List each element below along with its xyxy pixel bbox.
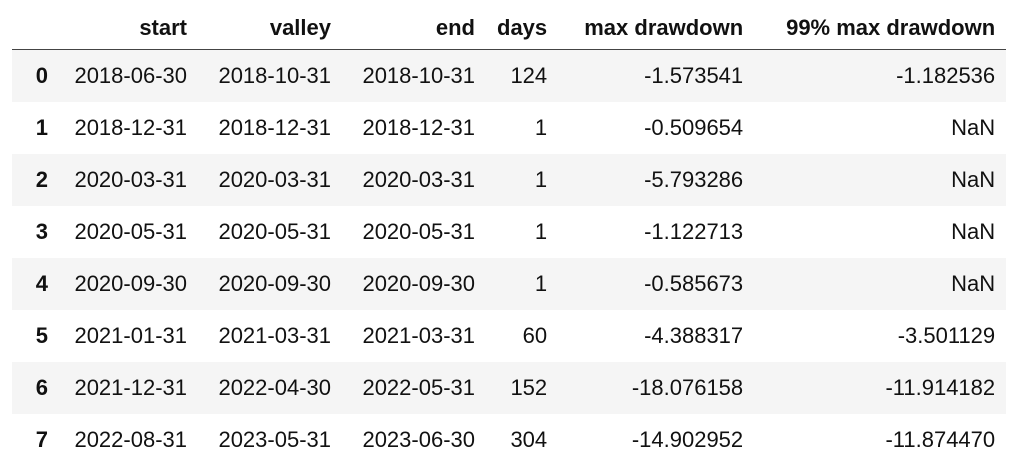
cell-days: 152 [510, 374, 548, 400]
cell-end: 2020-09-30 [362, 270, 475, 296]
cell-end: 2021-03-31 [362, 322, 475, 348]
row-index: 1 [35, 114, 48, 140]
cell-max-drawdown: -1.573541 [644, 62, 744, 88]
cell-valley: 2020-05-31 [218, 218, 331, 244]
cell-days: 1 [534, 114, 548, 140]
table-row: 2 2020-03-31 2020-03-31 2020-03-31 1 -5.… [12, 153, 1007, 206]
cell-days: 1 [534, 218, 548, 244]
table-row: 1 2018-12-31 2018-12-31 2018-12-31 1 -0.… [12, 101, 1007, 154]
cell-start: 2020-09-30 [74, 270, 187, 296]
drawdown-table: start valley end days max drawdown 99% m… [12, 6, 1007, 466]
cell-max-drawdown: -14.902952 [631, 426, 744, 452]
cell-end: 2020-05-31 [362, 218, 475, 244]
table-row: 5 2021-01-31 2021-03-31 2021-03-31 60 -4… [12, 309, 1007, 362]
cell-valley: 2018-10-31 [218, 62, 331, 88]
table-row: 3 2020-05-31 2020-05-31 2020-05-31 1 -1.… [12, 205, 1007, 258]
cell-start: 2021-01-31 [74, 322, 187, 348]
cell-max-drawdown: -1.122713 [644, 218, 744, 244]
cell-valley: 2022-04-30 [218, 374, 331, 400]
cell-max-drawdown: -18.076158 [631, 374, 744, 400]
cell-start: 2022-08-31 [74, 426, 187, 452]
cell-99-max-drawdown: NaN [951, 270, 996, 296]
cell-valley: 2020-03-31 [218, 166, 331, 192]
table-row: 0 2018-06-30 2018-10-31 2018-10-31 124 -… [12, 49, 1007, 102]
cell-max-drawdown: -0.509654 [644, 114, 744, 140]
row-index: 7 [35, 426, 48, 452]
index-header [12, 6, 54, 50]
cell-valley: 2018-12-31 [218, 114, 331, 140]
cell-99-max-drawdown: -3.501129 [897, 322, 996, 348]
table-header: start valley end days max drawdown 99% m… [12, 6, 1007, 50]
cell-max-drawdown: -0.585673 [644, 270, 744, 296]
cell-max-drawdown: -5.793286 [644, 166, 744, 192]
cell-99-max-drawdown: NaN [951, 166, 996, 192]
column-header-max-drawdown: max drawdown [558, 6, 755, 50]
cell-start: 2020-05-31 [74, 218, 187, 244]
row-index: 5 [35, 322, 48, 348]
row-index: 3 [35, 218, 48, 244]
cell-start: 2020-03-31 [74, 166, 187, 192]
cell-99-max-drawdown: -11.874470 [885, 426, 996, 452]
cell-end: 2020-03-31 [362, 166, 475, 192]
cell-99-max-drawdown: NaN [951, 218, 996, 244]
cell-start: 2018-06-30 [74, 62, 187, 88]
cell-days: 60 [522, 322, 548, 348]
cell-99-max-drawdown: -1.182536 [896, 62, 996, 88]
cell-end: 2023-06-30 [362, 426, 475, 452]
row-index: 2 [35, 166, 48, 192]
cell-days: 1 [534, 166, 548, 192]
cell-days: 1 [534, 270, 548, 296]
cell-max-drawdown: -4.388317 [644, 322, 744, 348]
cell-start: 2021-12-31 [74, 374, 187, 400]
row-index: 6 [35, 374, 48, 400]
cell-days: 304 [510, 426, 548, 452]
column-header-end: end [342, 6, 486, 50]
column-header-valley: valley [198, 6, 342, 50]
cell-start: 2018-12-31 [74, 114, 187, 140]
column-header-99-max-drawdown: 99% max drawdown [754, 6, 1007, 50]
row-index: 0 [35, 62, 48, 88]
cell-99-max-drawdown: -11.914182 [885, 374, 996, 400]
table-row: 4 2020-09-30 2020-09-30 2020-09-30 1 -0.… [12, 257, 1007, 310]
cell-99-max-drawdown: NaN [951, 114, 996, 140]
table-row: 6 2021-12-31 2022-04-30 2022-05-31 152 -… [12, 361, 1007, 414]
cell-end: 2018-12-31 [362, 114, 475, 140]
column-header-start: start [54, 6, 198, 50]
cell-valley: 2020-09-30 [218, 270, 331, 296]
table-body: 0 2018-06-30 2018-10-31 2018-10-31 124 -… [12, 49, 1007, 466]
cell-days: 124 [510, 62, 548, 88]
cell-valley: 2021-03-31 [218, 322, 331, 348]
cell-valley: 2023-05-31 [218, 426, 331, 452]
cell-end: 2022-05-31 [362, 374, 475, 400]
row-index: 4 [35, 270, 48, 296]
cell-end: 2018-10-31 [362, 62, 475, 88]
column-header-days: days [486, 6, 559, 50]
header-row: start valley end days max drawdown 99% m… [12, 6, 1007, 50]
table-row: 7 2022-08-31 2023-05-31 2023-06-30 304 -… [12, 413, 1007, 466]
